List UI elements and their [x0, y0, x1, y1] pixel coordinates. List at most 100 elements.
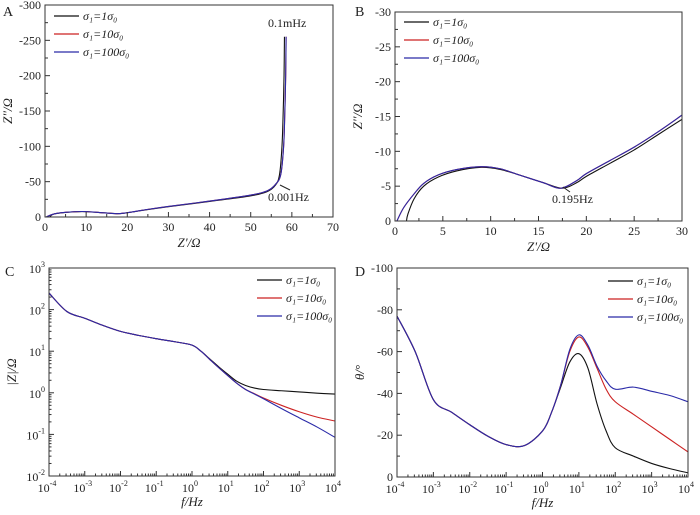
tick-base: 10	[254, 481, 266, 495]
x-tick-label: 102	[605, 480, 621, 496]
x-tick-label: 20	[580, 224, 592, 238]
tick-base: 10	[26, 428, 38, 442]
y-tick-label: 102	[29, 302, 45, 318]
panel-letter: A	[3, 5, 14, 20]
tick-exponent: -3	[434, 480, 441, 489]
tick-base: 10	[386, 482, 398, 496]
legend-label: σ₁=100σ₀	[83, 45, 129, 59]
legend: σ₁=1σ₀ σ₁=10σ₀ σ₁=100σ₀	[54, 9, 129, 59]
tick-exponent: -2	[470, 480, 477, 489]
x-tick-label: 10-4	[386, 480, 405, 496]
x-tick-label: 15	[533, 224, 545, 238]
x-tick-label: 103	[289, 479, 305, 495]
panel-a: A 0 10 20 30 40 50 60 70 0 -50 -100 -150 -200 -250 -300…	[0, 0, 339, 250]
series-line-sigma1	[405, 118, 682, 221]
x-axis-label: f/Hz	[181, 494, 203, 509]
y-tick-label: 0	[385, 214, 391, 228]
tick-exponent: -4	[50, 479, 57, 488]
y-tick-label: 0	[387, 470, 393, 484]
series-line-sigma100	[397, 315, 688, 448]
legend-label: σ₁=10σ₀	[286, 291, 326, 305]
y-tick-label: -150	[19, 104, 41, 118]
legend-label: σ₁=100σ₀	[637, 310, 683, 324]
tick-exponent: -1	[157, 479, 164, 488]
series-line-sigma100	[49, 292, 335, 438]
tick-base: 10	[73, 481, 85, 495]
x-tick-label: 10	[80, 220, 92, 234]
tick-exponent: -1	[38, 426, 45, 435]
x-axis-label: f/Hz	[532, 495, 554, 510]
x-tick-label: 30	[676, 224, 688, 238]
series-group	[49, 292, 335, 438]
annotation-arrow	[279, 184, 291, 191]
x-tick-label: 100	[182, 479, 198, 495]
tick-exponent: 2	[41, 302, 45, 311]
y-tick-label: -25	[375, 40, 391, 54]
legend-label: σ₁=100σ₀	[433, 51, 479, 65]
y-tick-label: -10	[375, 144, 391, 158]
tick-exponent: 2	[617, 480, 621, 489]
x-tick-label: 10-1	[495, 480, 514, 496]
series-line-sigma10	[46, 36, 287, 217]
tick-base: 10	[145, 481, 157, 495]
x-tick-label: 100	[533, 480, 549, 496]
tick-base: 10	[29, 304, 41, 318]
tick-base: 10	[569, 482, 581, 496]
legend: σ₁=1σ₀ σ₁=10σ₀ σ₁=100σ₀	[257, 273, 332, 323]
tick-exponent: 1	[41, 343, 45, 352]
tick-exponent: -2	[121, 479, 128, 488]
x-tick-label: 102	[254, 479, 270, 495]
x-tick-label: 40	[204, 220, 216, 234]
x-tick-label: 10-2	[109, 479, 128, 495]
tick-base: 10	[218, 481, 230, 495]
y-tick-label: -20	[375, 75, 391, 89]
tick-base: 10	[678, 482, 690, 496]
y-tick-label: -30	[375, 5, 391, 19]
annotation-0-195hz: 0.195Hz	[552, 192, 593, 206]
y-tick-label: -100	[19, 139, 41, 153]
series-line-sigma10	[396, 114, 682, 221]
panel-c: C10-4 10-3 10-2 10-1 100 101 102 103 10410-210-1…	[4, 260, 341, 509]
tick-base: 10	[605, 482, 617, 496]
tick-base: 10	[38, 481, 50, 495]
x-tick-label: 0	[392, 224, 398, 238]
series-group	[396, 114, 682, 221]
tick-base: 10	[29, 387, 41, 401]
tick-base: 10	[642, 482, 654, 496]
x-axis-label: Z'/Ω	[527, 239, 550, 254]
tick-exponent: 4	[690, 480, 694, 489]
x-tick-label: 30	[162, 220, 174, 234]
tick-exponent: 2	[266, 479, 270, 488]
tick-exponent: 3	[41, 260, 45, 269]
panel-d: D10-4 10-3 10-2 10-1 100 101 102 103 1040-20-40-…	[352, 261, 694, 510]
y-tick-label: -250	[19, 33, 41, 47]
tick-base: 10	[495, 482, 507, 496]
legend: σ₁=1σ₀ σ₁=10σ₀ σ₁=100σ₀	[404, 15, 479, 65]
tick-exponent: -2	[38, 468, 45, 477]
tick-exponent: 4	[337, 479, 341, 488]
y-axis-label: Z''/Ω	[350, 104, 365, 130]
tick-exponent: 0	[194, 479, 198, 488]
series-group	[46, 36, 287, 217]
tick-base: 10	[289, 481, 301, 495]
panel-letter: D	[355, 265, 365, 280]
x-tick-label: 10-1	[145, 479, 164, 495]
x-tick-label: 103	[642, 480, 658, 496]
y-tick-label: -200	[19, 69, 41, 83]
y-axis-label: Z''/Ω	[0, 98, 15, 124]
x-tick-label: 25	[628, 224, 640, 238]
tick-base: 10	[109, 481, 121, 495]
legend-label: σ₁=1σ₀	[286, 273, 320, 287]
tick-base: 10	[29, 262, 41, 276]
annotation-0-1mhz: 0.1mHz	[268, 16, 306, 30]
legend-label: σ₁=1σ₀	[637, 274, 671, 288]
y-tick-label: 10-2	[26, 468, 45, 484]
y-tick-label: -5	[381, 179, 391, 193]
y-tick-label: 100	[29, 385, 45, 401]
x-tick-label: 60	[286, 220, 298, 234]
tick-base: 10	[458, 482, 470, 496]
x-tick-label: 0	[42, 220, 48, 234]
y-axis-label: |Z|/Ω	[4, 358, 19, 385]
tick-exponent: -1	[507, 480, 514, 489]
